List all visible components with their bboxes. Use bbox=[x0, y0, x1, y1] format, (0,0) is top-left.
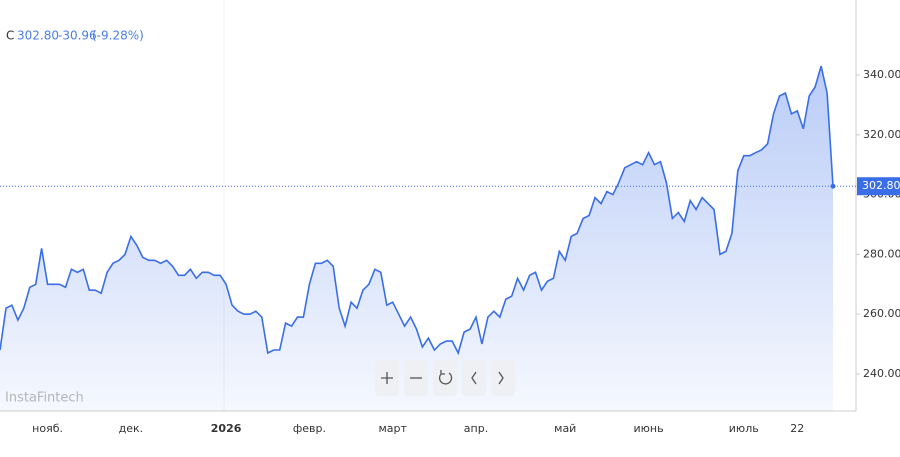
x-tick-label: дек. bbox=[119, 422, 144, 435]
x-tick-label: нояб. bbox=[32, 422, 63, 435]
y-tick-label: 240.00 bbox=[863, 367, 900, 380]
x-tick-label: июнь bbox=[634, 422, 664, 435]
x-tick-label: март bbox=[378, 422, 407, 435]
last-price-dot bbox=[830, 183, 836, 189]
reset-button[interactable] bbox=[433, 360, 457, 396]
price-line bbox=[0, 65, 834, 356]
last-price-label: 302.80 bbox=[862, 179, 900, 192]
x-tick-label: 2026 bbox=[211, 422, 242, 435]
header-label: C bbox=[6, 29, 14, 43]
area-fill bbox=[0, 66, 833, 411]
y-tick-label: 260.00 bbox=[863, 307, 900, 320]
x-tick-label: 22 bbox=[790, 422, 804, 435]
header-close: 302.80 bbox=[17, 29, 59, 43]
x-tick-label: апр. bbox=[464, 422, 488, 435]
watermark: InstaFintech bbox=[5, 391, 84, 406]
x-tick-label: июль bbox=[729, 422, 759, 435]
last-price-tag bbox=[857, 177, 900, 196]
y-tick-label: 340.00 bbox=[863, 68, 900, 81]
x-tick-label: февр. bbox=[293, 422, 326, 435]
toolbar bbox=[375, 360, 515, 396]
toolbar-icons bbox=[381, 370, 504, 385]
header-change-pct: (-9.28%) bbox=[92, 29, 144, 43]
y-tick-label: 320.00 bbox=[863, 128, 900, 141]
x-tick-label: май bbox=[554, 422, 576, 435]
y-tick-label: 280.00 bbox=[863, 247, 900, 260]
header-change: -30.96 bbox=[58, 29, 97, 43]
scroll-left-button[interactable] bbox=[462, 360, 486, 396]
